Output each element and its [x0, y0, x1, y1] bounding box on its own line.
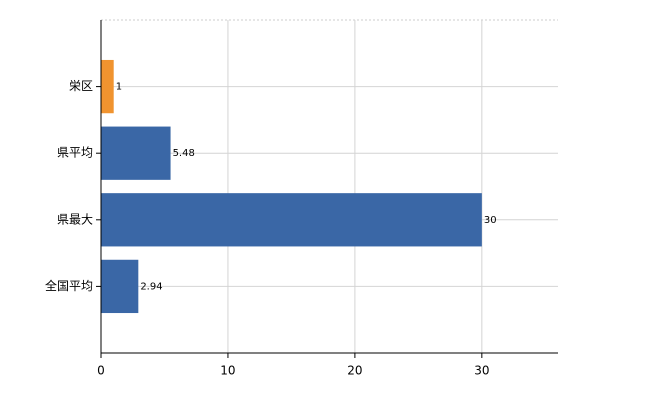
- bar: [101, 193, 482, 247]
- y-tick-label: 全国平均: [45, 278, 93, 293]
- x-tick-label: 0: [97, 364, 105, 378]
- y-tick-label: 県最大: [57, 212, 93, 226]
- bar: [101, 59, 114, 114]
- x-tick-label: 10: [220, 364, 235, 378]
- x-tick-label: 20: [347, 364, 362, 378]
- y-tick-label: 栄区: [69, 79, 93, 93]
- y-tick-label: 県平均: [57, 146, 93, 160]
- bar: [101, 259, 139, 314]
- bar: [101, 126, 171, 180]
- value-label: 2.94: [140, 281, 162, 292]
- value-label: 1: [116, 82, 122, 93]
- value-label: 5.48: [173, 148, 195, 159]
- value-label: 30: [484, 215, 497, 226]
- x-tick-label: 30: [474, 364, 489, 378]
